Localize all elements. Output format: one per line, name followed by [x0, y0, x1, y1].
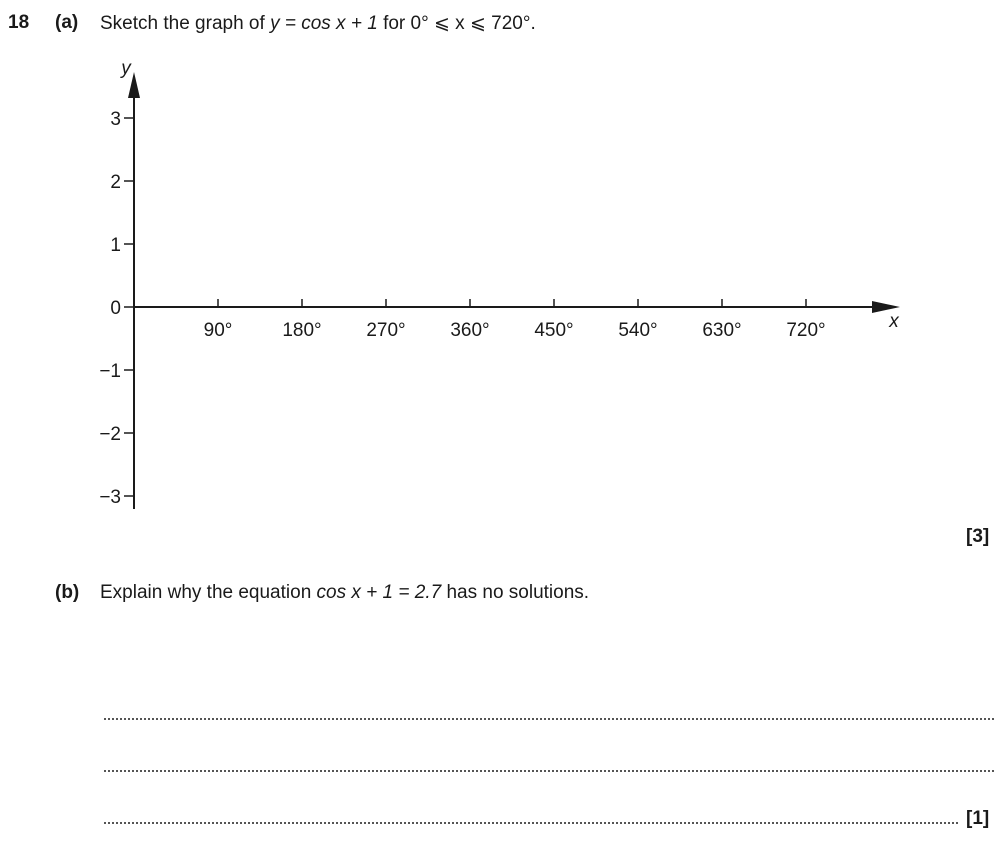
part-a-label: (a)	[55, 12, 79, 33]
part-b-question: Explain why the equation cos x + 1 = 2.7…	[100, 582, 589, 604]
x-axis-arrow	[872, 301, 900, 313]
x-tick-label: 270°	[366, 320, 405, 341]
part-a-equation: y = cos x + 1	[270, 13, 378, 34]
part-b-tail: has no solutions.	[441, 582, 590, 603]
part-a-range: 0° ⩽ x ⩽ 720°	[410, 13, 531, 34]
part-a-question: Sketch the graph of y = cos x + 1 for 0°…	[100, 12, 536, 35]
part-a-text: Sketch the graph of	[100, 13, 271, 34]
x-tick-label: 720°	[786, 320, 825, 341]
y-axis-label: y	[119, 58, 132, 79]
part-a-marks: [3]	[966, 526, 990, 547]
graph-axes: y x 3 2 1 0 −1 −2 −3 90° 180° 270° 360° 450° 540° 630° 7…	[99, 58, 900, 509]
y-tick-label: 2	[110, 172, 121, 193]
y-tick-label: 3	[110, 109, 121, 130]
y-tick-label: −2	[99, 424, 121, 445]
x-tick-label: 630°	[702, 320, 741, 341]
x-tick-label: 90°	[204, 320, 233, 341]
y-axis-arrow	[128, 72, 140, 98]
y-tick-label: −3	[99, 487, 121, 508]
answer-line-3[interactable]	[104, 822, 958, 824]
x-tick-label: 180°	[282, 320, 321, 341]
x-axis-label: x	[888, 311, 900, 332]
y-tick-label: 0	[110, 298, 121, 319]
x-tick-label: 540°	[618, 320, 657, 341]
part-b-marks: [1]	[966, 808, 990, 829]
part-a-for: for	[377, 13, 411, 34]
answer-line-2[interactable]	[104, 770, 994, 772]
part-b-label: (b)	[55, 582, 80, 603]
y-tick-label: −1	[99, 361, 121, 382]
question-number: 18	[8, 12, 30, 33]
y-tick-label: 1	[110, 235, 121, 256]
part-b-text: Explain why the equation	[100, 582, 317, 603]
x-tick-label: 450°	[534, 320, 573, 341]
part-b-equation: cos x + 1 = 2.7	[316, 582, 442, 603]
x-tick-label: 360°	[450, 320, 489, 341]
answer-line-1[interactable]	[104, 718, 994, 720]
part-a-end: .	[530, 13, 536, 34]
